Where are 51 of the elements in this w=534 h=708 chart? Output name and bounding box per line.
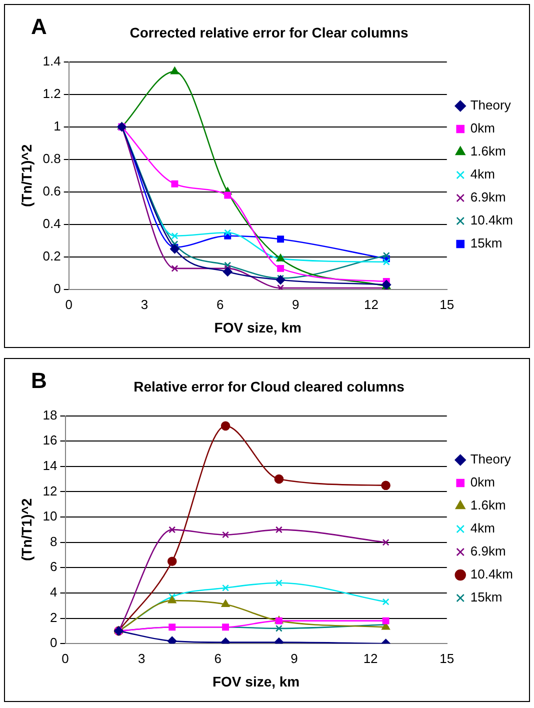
x-tick-label: 9: [290, 650, 298, 666]
y-tick-label: 1.4: [42, 53, 61, 68]
legend-label: Theory: [470, 452, 512, 467]
legend-label: 0km: [470, 474, 495, 490]
x-tick-label: 3: [138, 650, 146, 666]
y-tick-label: 0.8: [42, 151, 61, 166]
chart-title: Corrected relative error for Clear columns: [130, 24, 408, 40]
legend-label: 1.6km: [470, 498, 506, 513]
y-tick-label: 8: [50, 534, 58, 549]
legend-label: 0km: [470, 120, 495, 136]
x-axis-title: FOV size, km: [212, 673, 300, 690]
legend-label: 1.6km: [470, 144, 506, 159]
legend-label: 6.9km: [470, 190, 506, 205]
y-tick-label: 1.2: [42, 86, 61, 101]
y-tick-label: 0: [50, 635, 58, 650]
legend-label: 6.9km: [470, 544, 506, 559]
y-tick-label: 12: [42, 483, 58, 498]
x-tick-label: 9: [292, 296, 300, 312]
x-tick-label: 6: [216, 296, 224, 312]
y-tick-label: 10: [42, 508, 58, 524]
legend-label: 4km: [470, 166, 495, 182]
x-axis-title: FOV size, km: [214, 319, 302, 336]
y-tick-label: 18: [42, 407, 58, 422]
legend-label: 10.4km: [470, 212, 514, 228]
text: B: [31, 368, 47, 394]
legend-label: 15km: [470, 590, 502, 605]
y-tick-label: 1: [54, 118, 61, 134]
y-tick-label: 0.2: [42, 248, 61, 264]
x-tick-label: 15: [440, 650, 454, 666]
legend-label: 15km: [470, 236, 502, 251]
y-axis-title: (Tn/T1)^2: [18, 144, 34, 208]
y-tick-label: 0: [54, 281, 61, 296]
x-tick-label: 12: [364, 296, 379, 312]
x-tick-label: 6: [214, 650, 222, 666]
x-tick-label: 0: [65, 296, 72, 312]
y-tick-label: 0.6: [42, 184, 61, 199]
y-tick-label: 16: [42, 432, 58, 448]
y-tick-label: 14: [42, 458, 58, 473]
x-tick-label: 3: [140, 296, 148, 312]
y-axis-title: (Tn/T1)^2: [18, 498, 34, 562]
y-tick-label: 2: [50, 610, 58, 625]
text: A: [31, 14, 47, 40]
y-tick-label: 0.4: [42, 216, 61, 232]
x-tick-label: 15: [440, 296, 454, 312]
chart-title: Relative error for Cloud cleared columns: [134, 378, 405, 394]
x-tick-label: 12: [363, 650, 378, 666]
y-tick-label: 6: [50, 559, 58, 574]
y-tick-label: 4: [50, 584, 58, 600]
legend-label: 4km: [470, 520, 495, 536]
legend-label: 10.4km: [470, 566, 514, 582]
legend-label: Theory: [470, 98, 512, 113]
